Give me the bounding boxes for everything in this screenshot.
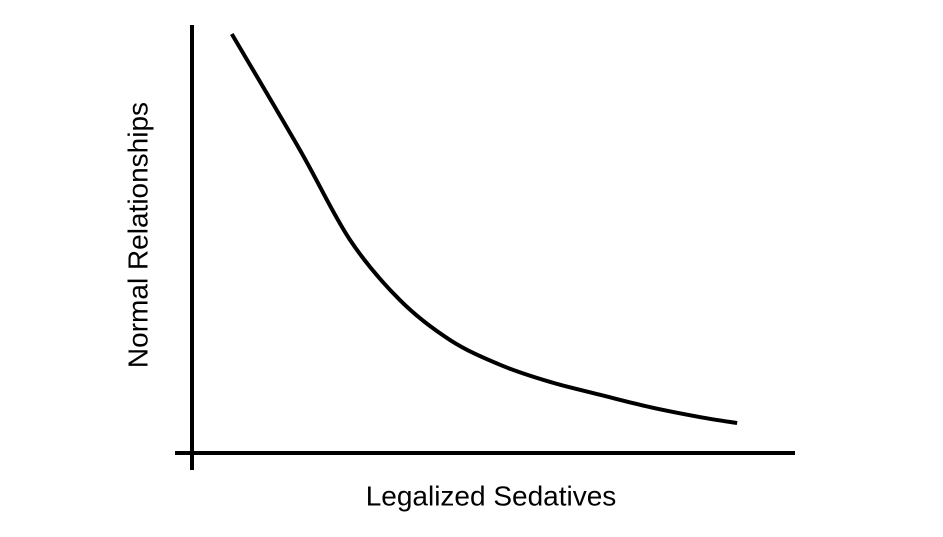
x-axis-label: Legalized Sedatives: [366, 480, 617, 511]
line: [230, 32, 738, 426]
y-axis-label: Normal Relationships: [122, 102, 153, 368]
